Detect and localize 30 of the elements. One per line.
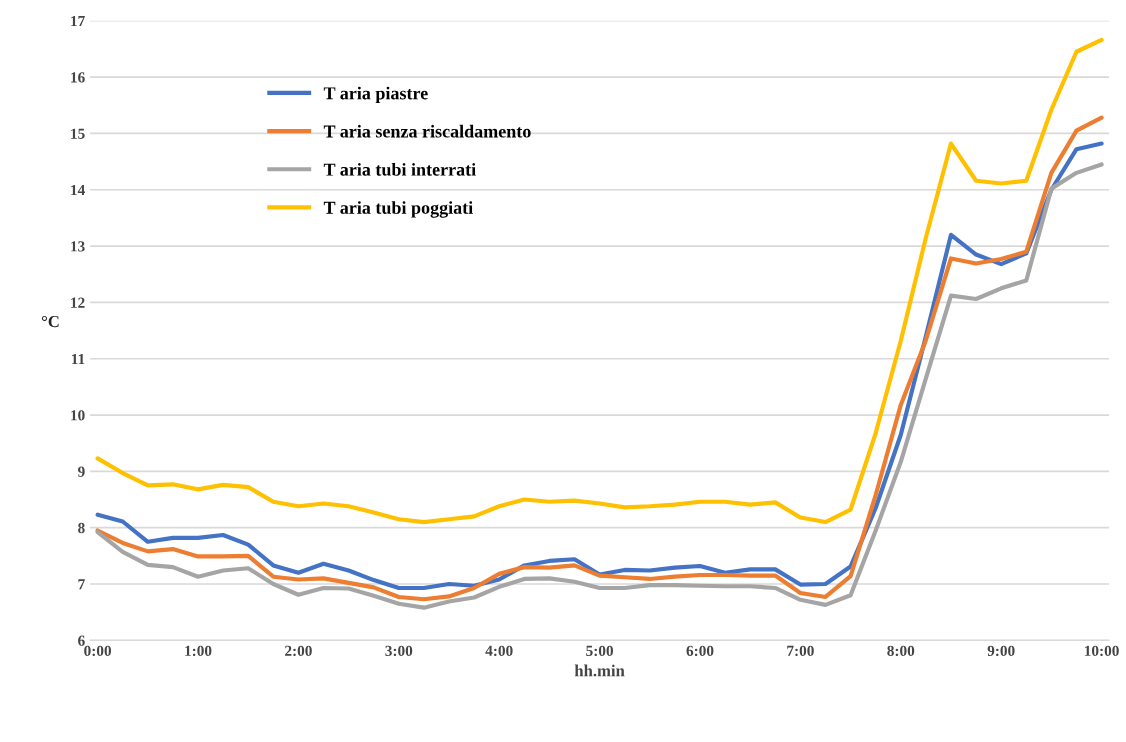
- x-tick-label: 4:00: [485, 645, 513, 657]
- x-tick-label: 10:00: [1084, 645, 1119, 657]
- y-tick-label: 11: [72, 353, 85, 365]
- y-tick-label: 14: [71, 184, 85, 196]
- x-tick-label: 3:00: [385, 645, 413, 657]
- legend-label: T aria senza riscaldamento: [323, 124, 531, 138]
- y-tick-label: 17: [71, 15, 85, 27]
- y-tick-label: 13: [71, 241, 85, 252]
- y-tick-label: 15: [71, 128, 85, 139]
- x-tick-label: 0:00: [84, 645, 112, 657]
- x-axis-title: hh.min: [574, 664, 625, 677]
- x-tick-label: 9:00: [987, 645, 1015, 657]
- x-tick-label: 6:00: [686, 645, 714, 657]
- legend-label: T aria tubi interrati: [323, 163, 476, 176]
- x-tick-label: 1:00: [185, 645, 212, 657]
- x-tick-label: 7:00: [787, 645, 814, 657]
- y-tick-label: 8: [78, 522, 85, 534]
- legend-label: T aria piastre: [323, 86, 428, 104]
- y-tick-label: 16: [71, 72, 85, 83]
- line-series: [95, 37, 1104, 525]
- y-axis-title: °C: [41, 315, 59, 328]
- x-tick-label: 5:00: [586, 645, 614, 657]
- y-tick-label: 6: [78, 635, 85, 646]
- x-tick-label: 2:00: [285, 645, 312, 657]
- y-tick-label: 7: [78, 579, 85, 590]
- legend-label: T aria tubi poggiati: [323, 201, 473, 218]
- y-tick-label: 9: [78, 466, 85, 477]
- y-tick-label: 10: [71, 410, 85, 421]
- x-tick-label: 8:00: [887, 645, 915, 657]
- y-tick-label: 12: [71, 297, 85, 308]
